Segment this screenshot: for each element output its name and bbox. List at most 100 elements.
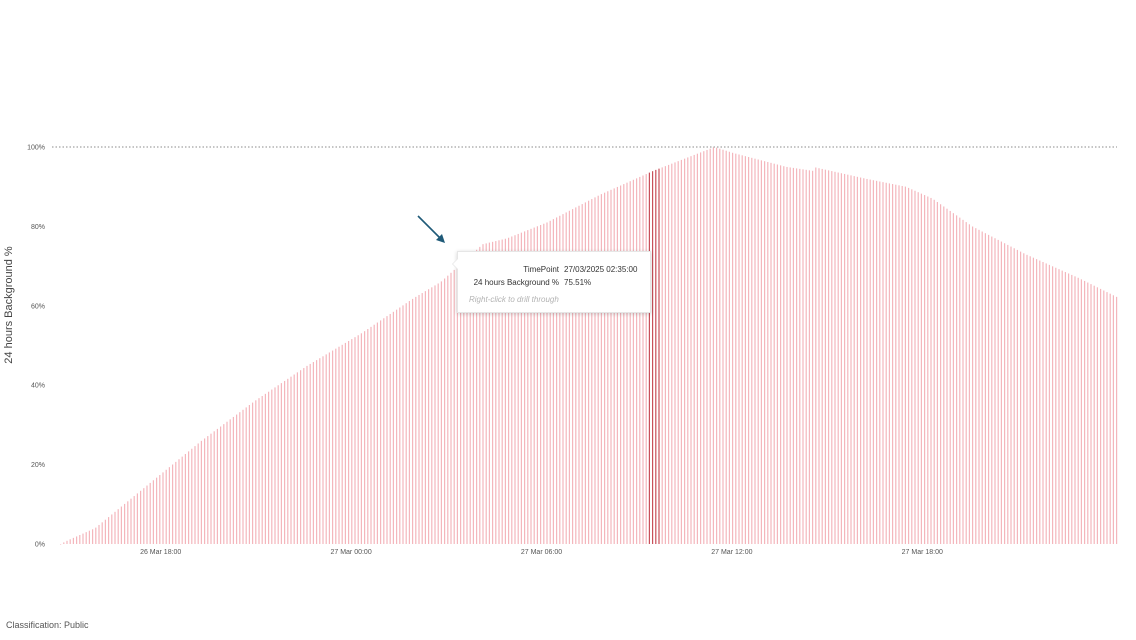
- bar[interactable]: [108, 517, 110, 544]
- bar[interactable]: [197, 443, 199, 544]
- bar[interactable]: [789, 167, 791, 544]
- bar[interactable]: [988, 234, 990, 544]
- bar[interactable]: [421, 293, 423, 544]
- bar[interactable]: [1020, 251, 1022, 544]
- bar[interactable]: [696, 153, 698, 544]
- bar[interactable]: [844, 173, 846, 544]
- bar[interactable]: [399, 307, 401, 544]
- bar[interactable]: [284, 380, 286, 544]
- bar[interactable]: [911, 189, 913, 544]
- bar[interactable]: [300, 370, 302, 544]
- bar[interactable]: [456, 267, 458, 544]
- bar[interactable]: [972, 226, 974, 544]
- bar[interactable]: [933, 199, 935, 544]
- bar[interactable]: [1087, 282, 1089, 544]
- bar[interactable]: [562, 214, 564, 544]
- bar[interactable]: [648, 172, 650, 545]
- bar[interactable]: [453, 269, 455, 544]
- bar[interactable]: [552, 219, 554, 544]
- bar[interactable]: [124, 503, 126, 544]
- bar[interactable]: [559, 215, 561, 544]
- bar[interactable]: [792, 167, 794, 544]
- bar[interactable]: [168, 467, 170, 544]
- bar[interactable]: [917, 192, 919, 544]
- bar[interactable]: [351, 339, 353, 544]
- bar[interactable]: [268, 391, 270, 544]
- bar[interactable]: [815, 167, 817, 545]
- bar[interactable]: [1042, 262, 1044, 544]
- bar[interactable]: [488, 242, 490, 545]
- bar[interactable]: [200, 440, 202, 544]
- bar[interactable]: [741, 155, 743, 544]
- bar[interactable]: [975, 228, 977, 544]
- bar[interactable]: [664, 166, 666, 544]
- bar[interactable]: [748, 156, 750, 545]
- bar[interactable]: [236, 414, 238, 544]
- bar[interactable]: [325, 354, 327, 544]
- bar[interactable]: [661, 167, 663, 544]
- bar[interactable]: [549, 220, 551, 545]
- bar[interactable]: [357, 335, 359, 544]
- bar[interactable]: [82, 533, 84, 544]
- bar[interactable]: [543, 223, 545, 545]
- bar[interactable]: [719, 148, 721, 544]
- bar[interactable]: [524, 231, 526, 544]
- bar[interactable]: [181, 456, 183, 544]
- bar[interactable]: [1052, 266, 1054, 544]
- bar[interactable]: [1023, 253, 1025, 544]
- bar[interactable]: [943, 206, 945, 544]
- bar[interactable]: [1064, 272, 1066, 544]
- bar[interactable]: [568, 210, 570, 544]
- bar[interactable]: [629, 181, 631, 544]
- bar[interactable]: [248, 405, 250, 544]
- bar[interactable]: [626, 182, 628, 544]
- bar[interactable]: [1039, 260, 1041, 544]
- bar[interactable]: [1045, 263, 1047, 544]
- bar[interactable]: [386, 316, 388, 544]
- bar[interactable]: [725, 150, 727, 545]
- bar[interactable]: [143, 488, 145, 544]
- bar[interactable]: [946, 208, 948, 544]
- bar[interactable]: [808, 170, 810, 545]
- bar[interactable]: [530, 228, 532, 544]
- bar[interactable]: [271, 389, 273, 544]
- bar[interactable]: [175, 461, 177, 544]
- bar[interactable]: [706, 149, 708, 544]
- bar[interactable]: [1036, 259, 1038, 544]
- bar[interactable]: [834, 171, 836, 545]
- bar[interactable]: [690, 156, 692, 545]
- bar[interactable]: [1071, 274, 1073, 544]
- bar[interactable]: [581, 204, 583, 544]
- bar[interactable]: [79, 535, 81, 544]
- bar[interactable]: [405, 303, 407, 544]
- bar[interactable]: [527, 230, 529, 544]
- bar[interactable]: [258, 398, 260, 544]
- bar[interactable]: [888, 183, 890, 544]
- bar[interactable]: [597, 195, 599, 544]
- bar[interactable]: [655, 169, 657, 544]
- bar[interactable]: [408, 301, 410, 544]
- bar[interactable]: [1058, 269, 1060, 544]
- bar[interactable]: [770, 162, 772, 544]
- bar[interactable]: [226, 421, 228, 544]
- bar[interactable]: [952, 213, 954, 544]
- bar[interactable]: [1029, 256, 1031, 544]
- bar[interactable]: [207, 436, 209, 544]
- bar[interactable]: [674, 162, 676, 544]
- bar[interactable]: [476, 249, 478, 544]
- bar[interactable]: [133, 496, 135, 544]
- bar[interactable]: [671, 163, 673, 544]
- bar[interactable]: [322, 356, 324, 544]
- bar[interactable]: [312, 362, 314, 544]
- bar[interactable]: [959, 217, 961, 544]
- bar[interactable]: [536, 226, 538, 544]
- bar[interactable]: [245, 407, 247, 544]
- bar[interactable]: [818, 168, 820, 544]
- bar[interactable]: [728, 151, 730, 544]
- bar[interactable]: [290, 376, 292, 544]
- bar[interactable]: [1096, 287, 1098, 544]
- bar[interactable]: [485, 243, 487, 544]
- bar[interactable]: [149, 482, 151, 544]
- bar[interactable]: [140, 490, 142, 544]
- bar[interactable]: [383, 318, 385, 544]
